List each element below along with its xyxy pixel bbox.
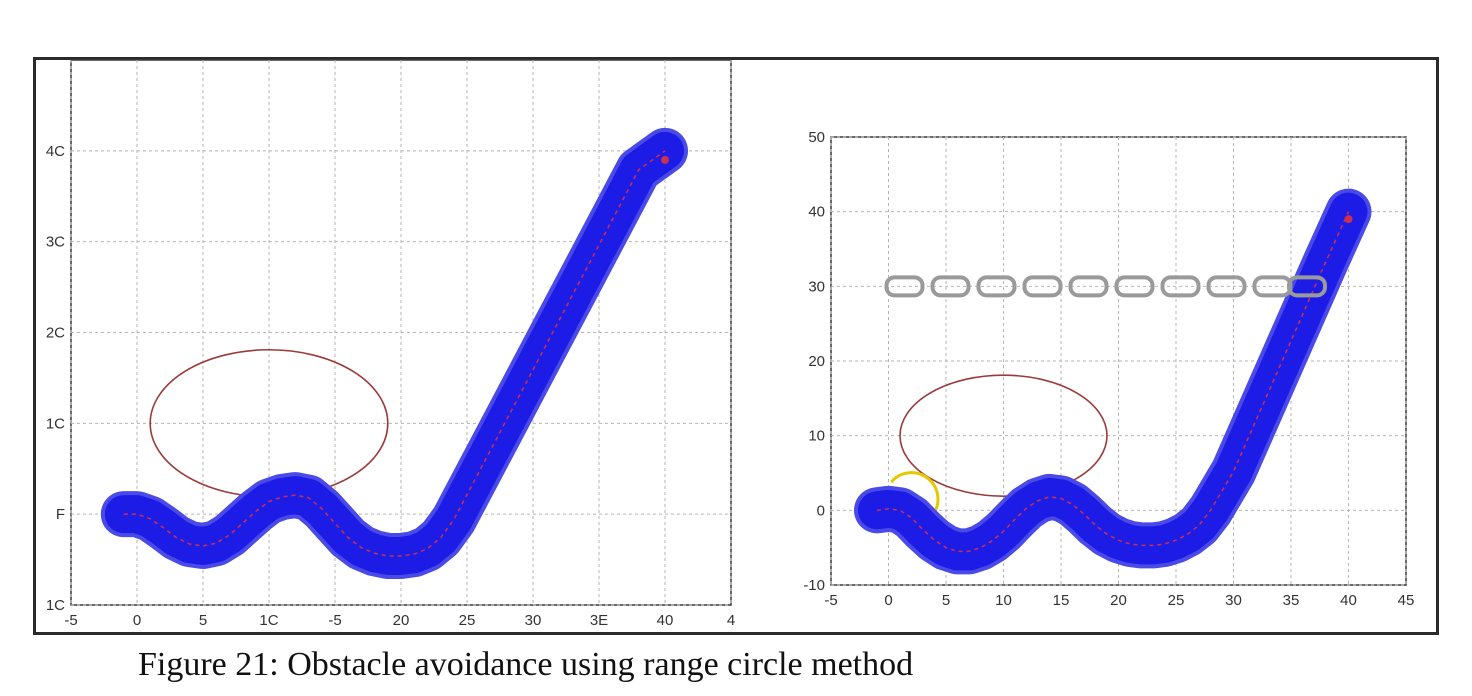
right-wall-point	[1287, 275, 1327, 298]
left-x-tick-label: 30	[525, 612, 542, 629]
left-x-tick-label: -5	[328, 612, 341, 629]
right-y-tick-label: 50	[808, 129, 825, 146]
right-y-tick-label: 30	[808, 278, 825, 295]
left-goal-marker	[661, 155, 669, 164]
left-x-tick-label: 3E	[590, 612, 608, 629]
left-x-tick-label: 4	[727, 612, 735, 629]
left-y-tick-label: 1C	[46, 597, 65, 614]
right-wall-point	[884, 275, 925, 298]
right-wall-point	[1068, 275, 1109, 298]
right-wall-point	[976, 275, 1017, 298]
right-x-tick-label: 35	[1283, 592, 1300, 609]
right-y-tick-label: 20	[808, 353, 825, 370]
left-y-tick-label: 4C	[46, 143, 65, 160]
right-wall-point	[1206, 275, 1247, 298]
right-y-tick-label: 10	[808, 428, 825, 445]
right-x-tick-label: 15	[1053, 592, 1070, 609]
right-range-circle	[899, 374, 1108, 497]
right-x-tick-label: 25	[1168, 592, 1185, 609]
right-x-tick-label: 5	[942, 592, 950, 609]
left-x-tick-label: 1C	[259, 612, 278, 629]
right-wall-point	[930, 275, 971, 298]
left-x-tick-label: -5	[64, 612, 77, 629]
left-y-tick-label: 3C	[46, 234, 65, 251]
right-y-tick-label: 40	[808, 204, 825, 221]
left-y-tick-label: 1C	[46, 415, 65, 432]
right-x-tick-label: 40	[1340, 592, 1357, 609]
figure-frame: -5 0 5 1C -5 20 25 30 3E 40 4 1C F 1C 2C 3C 4C -5 0 5 10 15 2…	[33, 57, 1439, 635]
left-robot-trace	[123, 150, 666, 557]
right-goal-marker	[1344, 215, 1353, 224]
right-wall-point	[1022, 275, 1063, 298]
figure-caption: Figure 21: Obstacle avoidance using rang…	[138, 646, 914, 683]
right-y-tick-label: 0	[817, 502, 825, 519]
right-local-range-arc	[890, 471, 940, 518]
right-x-tick-label: -5	[824, 592, 837, 609]
right-y-tick-label: -10	[803, 577, 825, 594]
left-x-tick-label: 25	[459, 612, 476, 629]
left-y-tick-label: 2C	[46, 325, 65, 342]
left-x-tick-label: 0	[133, 612, 141, 629]
right-x-tick-label: 0	[884, 592, 892, 609]
right-robot-trace	[876, 211, 1350, 553]
left-y-tick-label: F	[56, 506, 65, 523]
right-x-tick-label: 10	[995, 592, 1012, 609]
left-x-tick-label: 5	[199, 612, 207, 629]
right-wall-point	[1160, 275, 1201, 298]
right-wall-point	[1114, 275, 1155, 298]
left-x-tick-label: 40	[657, 612, 674, 629]
right-x-tick-label: 30	[1225, 592, 1242, 609]
right-x-tick-label: 20	[1110, 592, 1127, 609]
left-x-tick-label: 20	[393, 612, 410, 629]
right-chart: -5 0 5 10 15 20 25 30 35 40 45 -10 0 10 20 30 40 50	[803, 129, 1415, 609]
right-x-tick-label: 45	[1398, 592, 1415, 609]
